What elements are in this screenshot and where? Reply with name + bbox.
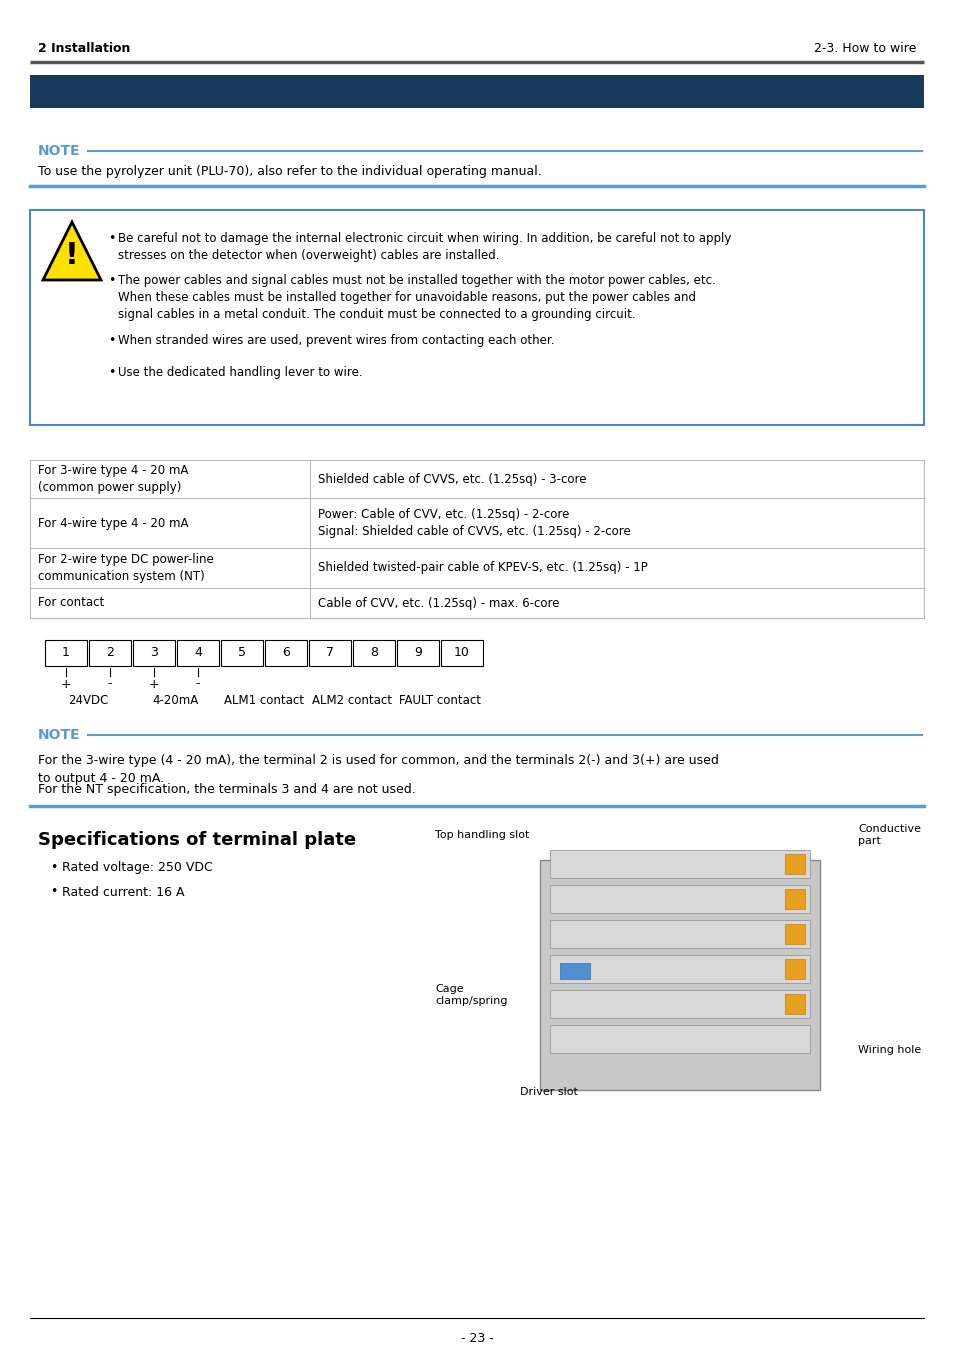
Text: -: - xyxy=(108,677,112,690)
Bar xyxy=(784,889,804,909)
Text: Shielded twisted-pair cable of KPEV-S, etc. (1.25sq) - 1P: Shielded twisted-pair cable of KPEV-S, e… xyxy=(317,562,647,574)
Text: FAULT contact: FAULT contact xyxy=(398,693,480,707)
Text: •: • xyxy=(50,885,57,898)
Text: Cage
clamp/spring: Cage clamp/spring xyxy=(435,984,507,1006)
Bar xyxy=(30,209,923,426)
Text: 24VDC: 24VDC xyxy=(68,693,108,707)
Polygon shape xyxy=(43,222,101,280)
Bar xyxy=(89,640,131,666)
Text: •: • xyxy=(108,232,115,245)
Text: •: • xyxy=(108,366,115,380)
Text: 4-20mA: 4-20mA xyxy=(152,693,199,707)
Bar xyxy=(550,920,809,948)
Bar xyxy=(550,850,809,878)
Text: For the 3-wire type (4 - 20 mA), the terminal 2 is used for common, and the term: For the 3-wire type (4 - 20 mA), the ter… xyxy=(38,754,719,785)
Text: Driver slot: Driver slot xyxy=(519,1088,578,1097)
Bar xyxy=(550,885,809,913)
Bar xyxy=(784,959,804,979)
Text: For 3-wire type 4 - 20 mA
(common power supply): For 3-wire type 4 - 20 mA (common power … xyxy=(38,463,188,494)
Text: NOTE: NOTE xyxy=(38,145,81,158)
Text: +: + xyxy=(61,677,71,690)
Text: Rated voltage: 250 VDC: Rated voltage: 250 VDC xyxy=(62,862,213,874)
Text: Wiring hole: Wiring hole xyxy=(857,1046,921,1055)
Text: ALM2 contact: ALM2 contact xyxy=(312,693,392,707)
Text: Shielded cable of CVVS, etc. (1.25sq) - 3-core: Shielded cable of CVVS, etc. (1.25sq) - … xyxy=(317,473,586,485)
Text: 8: 8 xyxy=(370,647,377,659)
Bar xyxy=(177,640,219,666)
Bar xyxy=(265,640,307,666)
Text: Power: Cable of CVV, etc. (1.25sq) - 2-core
Signal: Shielded cable of CVVS, etc.: Power: Cable of CVV, etc. (1.25sq) - 2-c… xyxy=(317,508,630,538)
Text: 2: 2 xyxy=(106,647,113,659)
Bar xyxy=(784,994,804,1015)
Bar xyxy=(440,640,482,666)
Bar xyxy=(353,640,395,666)
Text: Use the dedicated handling lever to wire.: Use the dedicated handling lever to wire… xyxy=(118,366,362,380)
Bar xyxy=(550,990,809,1019)
Bar xyxy=(30,459,923,617)
Text: Cable of CVV, etc. (1.25sq) - max. 6-core: Cable of CVV, etc. (1.25sq) - max. 6-cor… xyxy=(317,597,558,609)
Text: 1: 1 xyxy=(62,647,70,659)
Text: NOTE: NOTE xyxy=(38,728,81,742)
Bar xyxy=(539,861,820,1090)
Text: 5: 5 xyxy=(237,647,246,659)
Text: 10: 10 xyxy=(454,647,470,659)
Text: !: ! xyxy=(65,240,79,270)
Text: To use the pyrolyzer unit (PLU-70), also refer to the individual operating manua: To use the pyrolyzer unit (PLU-70), also… xyxy=(38,166,541,178)
Text: For 2-wire type DC power-line
communication system (NT): For 2-wire type DC power-line communicat… xyxy=(38,553,213,584)
Text: -: - xyxy=(195,677,200,690)
Bar xyxy=(396,640,438,666)
Text: Specifications of terminal plate: Specifications of terminal plate xyxy=(38,831,355,848)
Text: •: • xyxy=(50,862,57,874)
Text: For the NT specification, the terminals 3 and 4 are not used.: For the NT specification, the terminals … xyxy=(38,784,416,797)
Text: +: + xyxy=(149,677,159,690)
Text: 2 Installation: 2 Installation xyxy=(38,42,131,54)
Text: 7: 7 xyxy=(326,647,334,659)
Text: •: • xyxy=(108,274,115,286)
Bar xyxy=(550,1025,809,1052)
Text: 6: 6 xyxy=(282,647,290,659)
Text: •: • xyxy=(108,334,115,347)
Bar xyxy=(550,955,809,984)
Text: Conductive
part: Conductive part xyxy=(857,824,920,846)
Bar xyxy=(45,640,87,666)
Text: For 4-wire type 4 - 20 mA: For 4-wire type 4 - 20 mA xyxy=(38,516,189,530)
Bar xyxy=(559,963,589,979)
Text: When stranded wires are used, prevent wires from contacting each other.: When stranded wires are used, prevent wi… xyxy=(118,334,554,347)
Text: ALM1 contact: ALM1 contact xyxy=(224,693,304,707)
Text: Top handling slot: Top handling slot xyxy=(435,830,529,840)
Text: Be careful not to damage the internal electronic circuit when wiring. In additio: Be careful not to damage the internal el… xyxy=(118,232,731,262)
Text: 4: 4 xyxy=(193,647,202,659)
Text: - 23 -: - 23 - xyxy=(460,1332,493,1344)
Text: For contact: For contact xyxy=(38,597,104,609)
Bar xyxy=(784,924,804,944)
Bar xyxy=(221,640,263,666)
Bar xyxy=(309,640,351,666)
Text: 9: 9 xyxy=(414,647,421,659)
Text: Rated current: 16 A: Rated current: 16 A xyxy=(62,885,184,898)
Bar xyxy=(30,76,923,108)
Text: 2-3. How to wire: 2-3. How to wire xyxy=(813,42,915,54)
Bar xyxy=(132,640,174,666)
Text: 3: 3 xyxy=(150,647,158,659)
Bar xyxy=(784,854,804,874)
Text: The power cables and signal cables must not be installed together with the motor: The power cables and signal cables must … xyxy=(118,274,715,322)
